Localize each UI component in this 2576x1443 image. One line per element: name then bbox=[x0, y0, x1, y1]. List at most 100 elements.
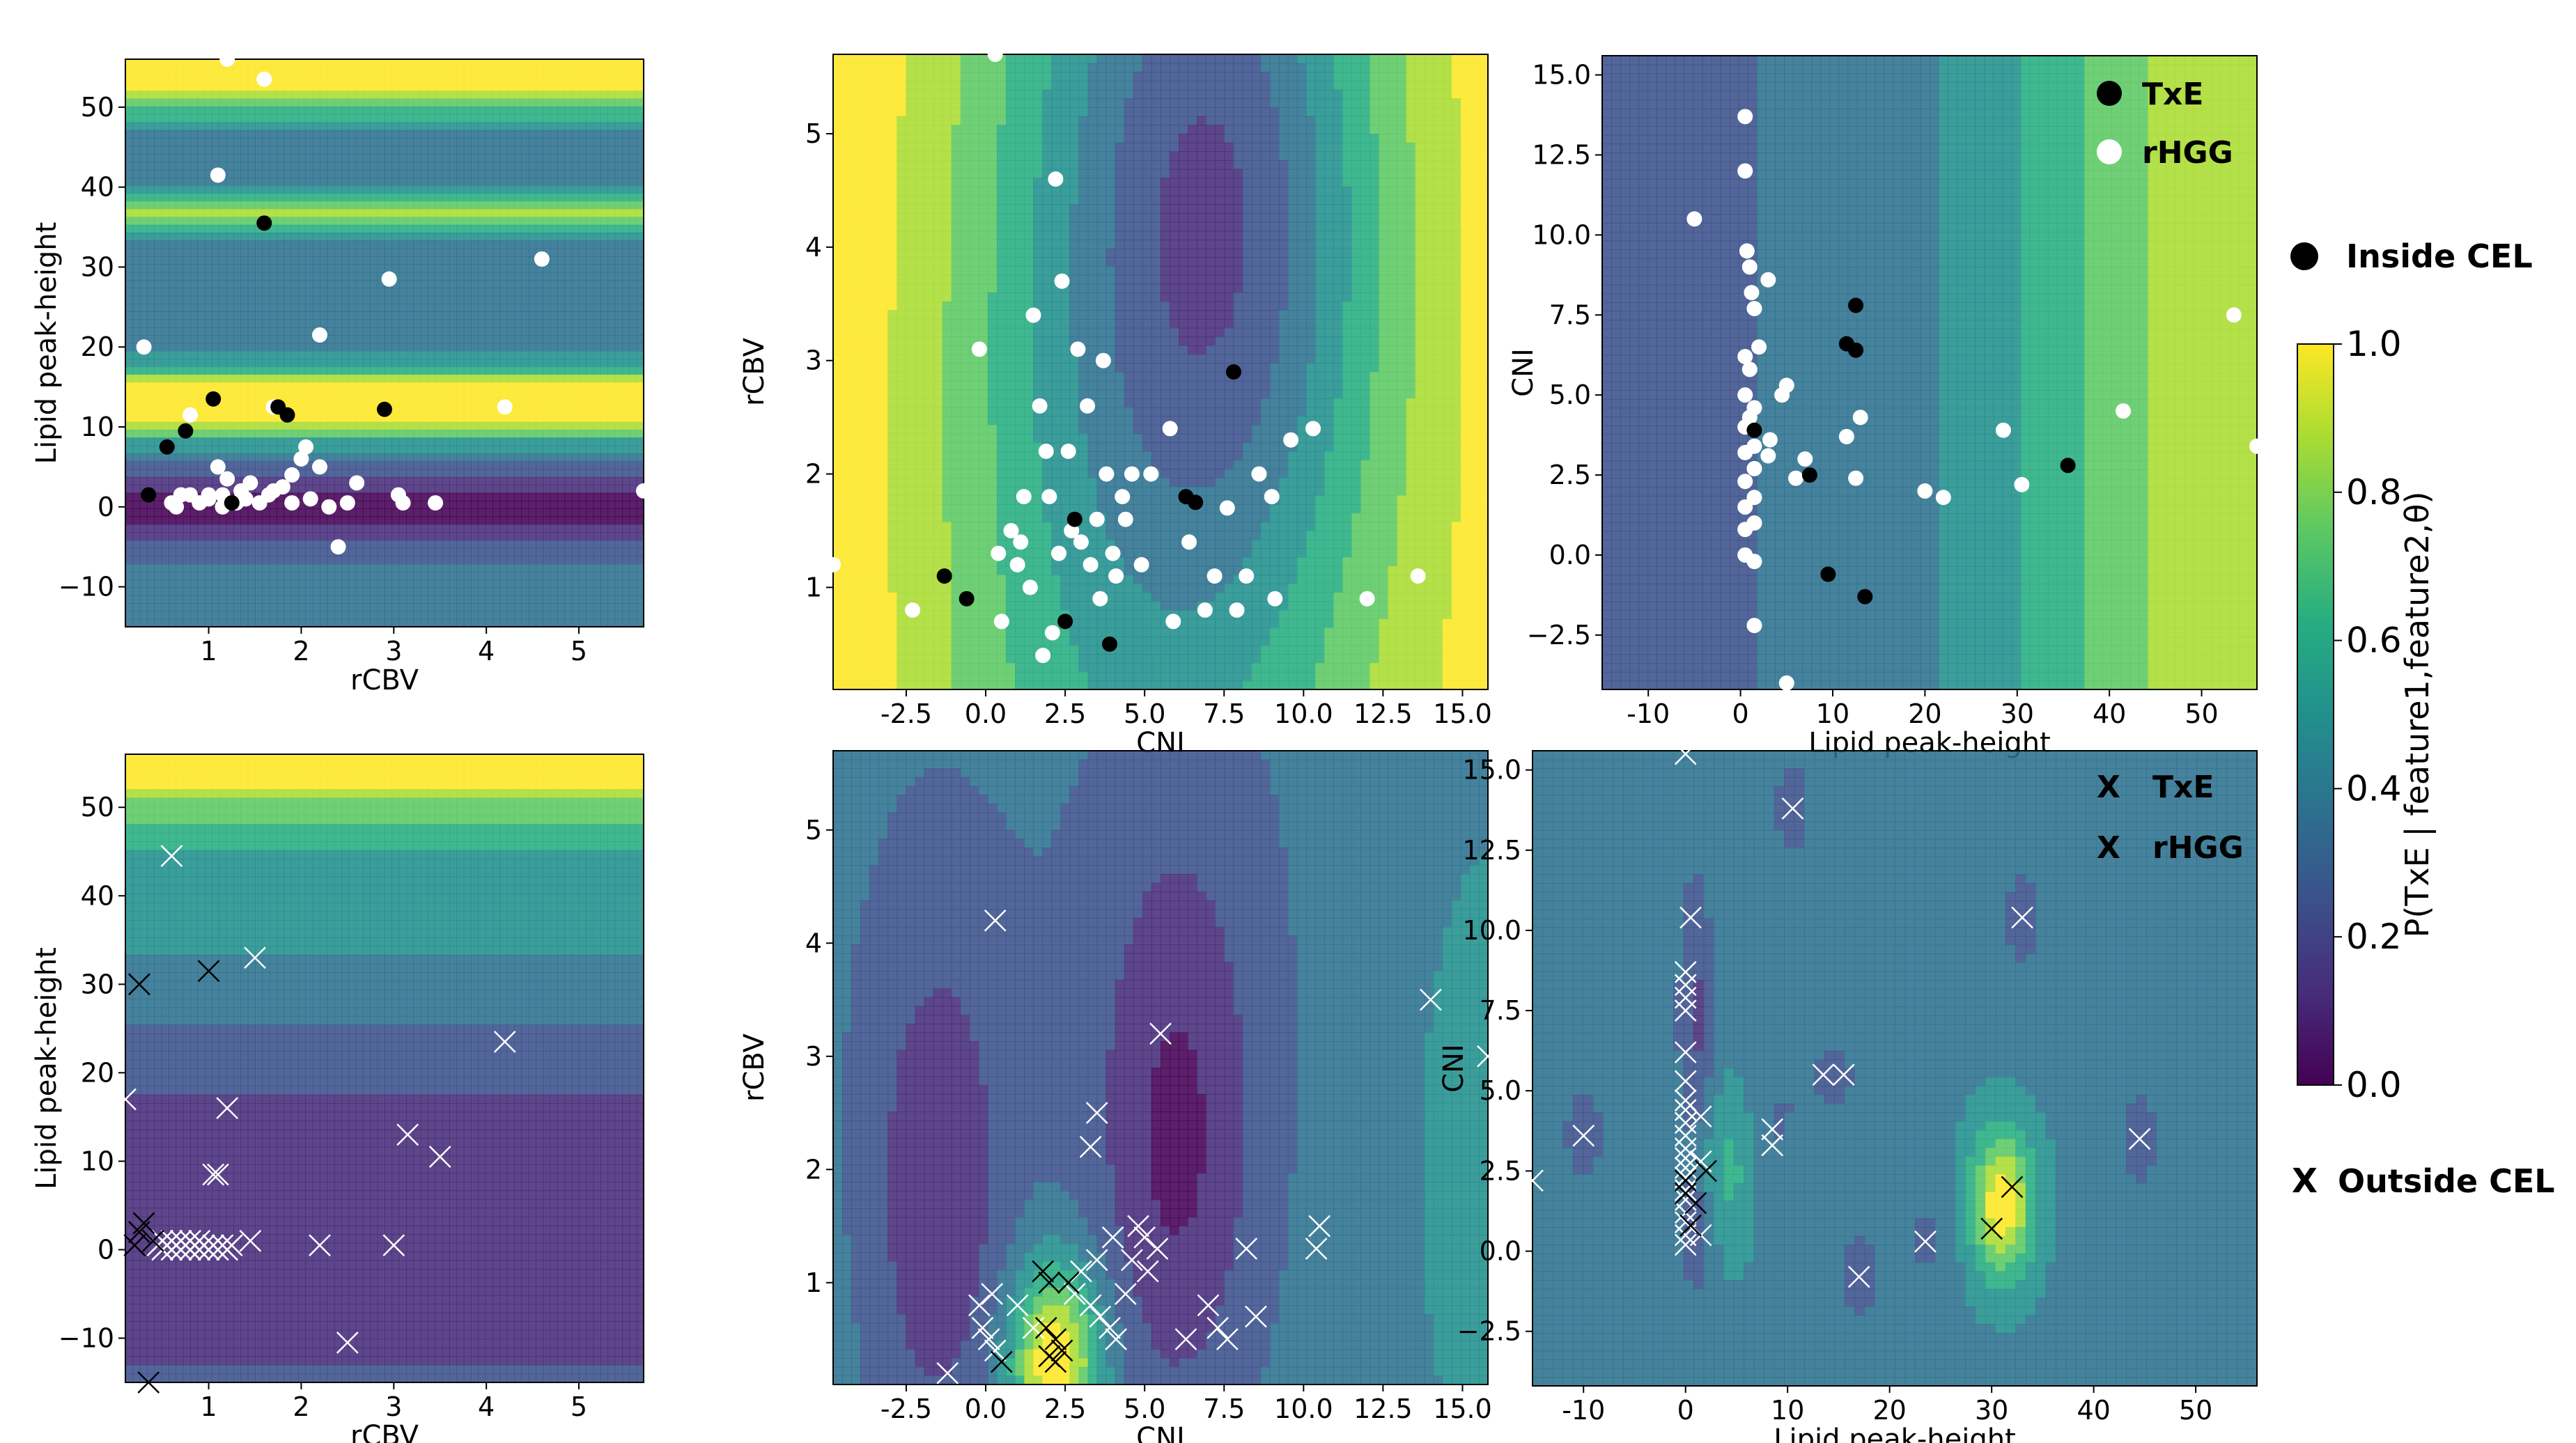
point-rhgg bbox=[1003, 523, 1019, 538]
y-tick-label: 5.0 bbox=[1480, 1075, 1521, 1106]
point-rhgg bbox=[160, 1229, 183, 1252]
axes-frame bbox=[1532, 750, 2258, 1387]
point-rhgg bbox=[1070, 341, 1086, 357]
y-tick-label: −10 bbox=[59, 572, 114, 602]
point-rhgg bbox=[1812, 1063, 1835, 1086]
point-rhgg bbox=[1108, 568, 1124, 584]
point-txe bbox=[1038, 1271, 1061, 1294]
x-tick-label: 7.5 bbox=[1203, 699, 1245, 729]
point-rhgg bbox=[2249, 438, 2265, 454]
x-tick-label: 15.0 bbox=[1433, 699, 1492, 729]
legend-bottom-rhgg-marker: X bbox=[2097, 830, 2120, 866]
x-tick-label: 7.5 bbox=[1203, 1394, 1245, 1424]
x-tick-label: 40 bbox=[2093, 699, 2126, 729]
x-axis-label: CNI bbox=[1136, 1422, 1185, 1443]
point-rhgg bbox=[1751, 339, 1767, 355]
y-tick-label: 5 bbox=[805, 815, 822, 845]
point-rhgg bbox=[1174, 1328, 1197, 1350]
probability-field bbox=[1602, 56, 2257, 689]
point-rhgg bbox=[1744, 285, 1760, 301]
point-rhgg bbox=[1686, 211, 1702, 227]
point-txe bbox=[1980, 1217, 2003, 1240]
colorbar-tick-label: 0.2 bbox=[2346, 916, 2402, 957]
point-rhgg bbox=[1477, 1045, 1499, 1068]
point-rhgg bbox=[169, 1229, 192, 1252]
point-rhgg bbox=[1746, 438, 1762, 454]
point-rhgg bbox=[1216, 1328, 1239, 1350]
point-rhgg bbox=[1165, 614, 1181, 630]
y-tick-label: 30 bbox=[81, 969, 114, 999]
axes-frame bbox=[1601, 55, 2258, 690]
point-rhgg bbox=[151, 1229, 174, 1252]
y-axis-label: Lipid peak-height bbox=[31, 947, 63, 1190]
point-rhgg bbox=[2011, 906, 2033, 929]
y-tick-label: 12.5 bbox=[1532, 139, 1591, 170]
point-rhgg bbox=[219, 52, 235, 67]
point-rhgg bbox=[1746, 301, 1762, 317]
point-rhgg bbox=[1995, 422, 2011, 438]
point-rhgg bbox=[1133, 1226, 1156, 1249]
x-tick-label: 50 bbox=[2179, 1395, 2212, 1426]
point-rhgg bbox=[1080, 398, 1096, 414]
point-rhgg bbox=[1674, 742, 1697, 765]
point-rhgg bbox=[136, 339, 152, 355]
point-rhgg bbox=[1146, 1238, 1169, 1260]
point-rhgg bbox=[1283, 432, 1299, 448]
data-points bbox=[1521, 742, 2151, 1288]
point-rhgg bbox=[2116, 403, 2132, 419]
point-rhgg bbox=[905, 602, 921, 618]
point-rhgg bbox=[1848, 470, 1864, 486]
point-txe bbox=[224, 495, 240, 511]
x-tick-label: 12.5 bbox=[1353, 699, 1413, 729]
point-rhgg bbox=[1197, 1294, 1220, 1317]
axes-frame bbox=[125, 58, 644, 627]
point-rhgg bbox=[981, 1283, 1004, 1305]
point-rhgg bbox=[1089, 1305, 1112, 1328]
inside-cel-label: Inside CEL bbox=[2346, 237, 2533, 275]
x-axis-label: rCBV bbox=[350, 1420, 419, 1443]
point-rhgg bbox=[1060, 444, 1076, 459]
point-txe bbox=[1057, 1271, 1080, 1294]
point-rhgg bbox=[534, 251, 550, 267]
point-rhgg bbox=[1746, 515, 1762, 531]
point-txe bbox=[1674, 1182, 1697, 1205]
point-rhgg bbox=[2128, 1128, 2151, 1150]
x-tick-label: 30 bbox=[1975, 1395, 2008, 1426]
x-tick-label: 20 bbox=[1908, 699, 1941, 729]
y-tick-label: 15.0 bbox=[1532, 60, 1591, 91]
x-axis-label: Lipid peak-height bbox=[1774, 1424, 2016, 1443]
point-txe bbox=[1044, 1350, 1067, 1373]
x-tick-label: 4 bbox=[478, 636, 495, 666]
point-rhgg bbox=[1251, 466, 1267, 482]
point-rhgg bbox=[169, 499, 185, 515]
point-rhgg bbox=[1847, 1265, 1870, 1288]
colorbar-tick-label: 0.6 bbox=[2346, 621, 2402, 661]
y-tick-label: 2.5 bbox=[1549, 460, 1591, 490]
point-rhgg bbox=[330, 539, 346, 555]
x-tick-label: 1 bbox=[200, 636, 217, 666]
y-tick-label: 10.0 bbox=[1532, 219, 1591, 250]
point-rhgg bbox=[1832, 1063, 1855, 1086]
point-rhgg bbox=[1048, 171, 1064, 187]
point-txe bbox=[141, 487, 157, 503]
y-tick-label: 0 bbox=[98, 492, 114, 522]
point-rhgg bbox=[284, 495, 300, 511]
point-txe bbox=[1101, 636, 1117, 652]
point-rhgg bbox=[984, 909, 1007, 932]
y-tick-label: 7.5 bbox=[1480, 995, 1521, 1026]
probability-field bbox=[125, 754, 644, 1382]
point-rhgg bbox=[242, 475, 258, 491]
data-points bbox=[136, 52, 651, 555]
x-tick-label: 10.0 bbox=[1274, 699, 1333, 729]
point-rhgg bbox=[1419, 988, 1442, 1011]
point-txe bbox=[1746, 422, 1762, 438]
point-rhgg bbox=[987, 47, 1003, 62]
point-rhgg bbox=[284, 467, 300, 483]
point-rhgg bbox=[1674, 1070, 1697, 1093]
x-tick-label: 2 bbox=[293, 1391, 309, 1422]
colorbar-gradient bbox=[2297, 343, 2334, 1086]
x-tick-label: 1 bbox=[200, 1391, 217, 1422]
point-txe bbox=[128, 1221, 150, 1243]
y-tick-label: 10 bbox=[81, 1146, 114, 1176]
x-axis-label: rCBV bbox=[350, 664, 419, 696]
